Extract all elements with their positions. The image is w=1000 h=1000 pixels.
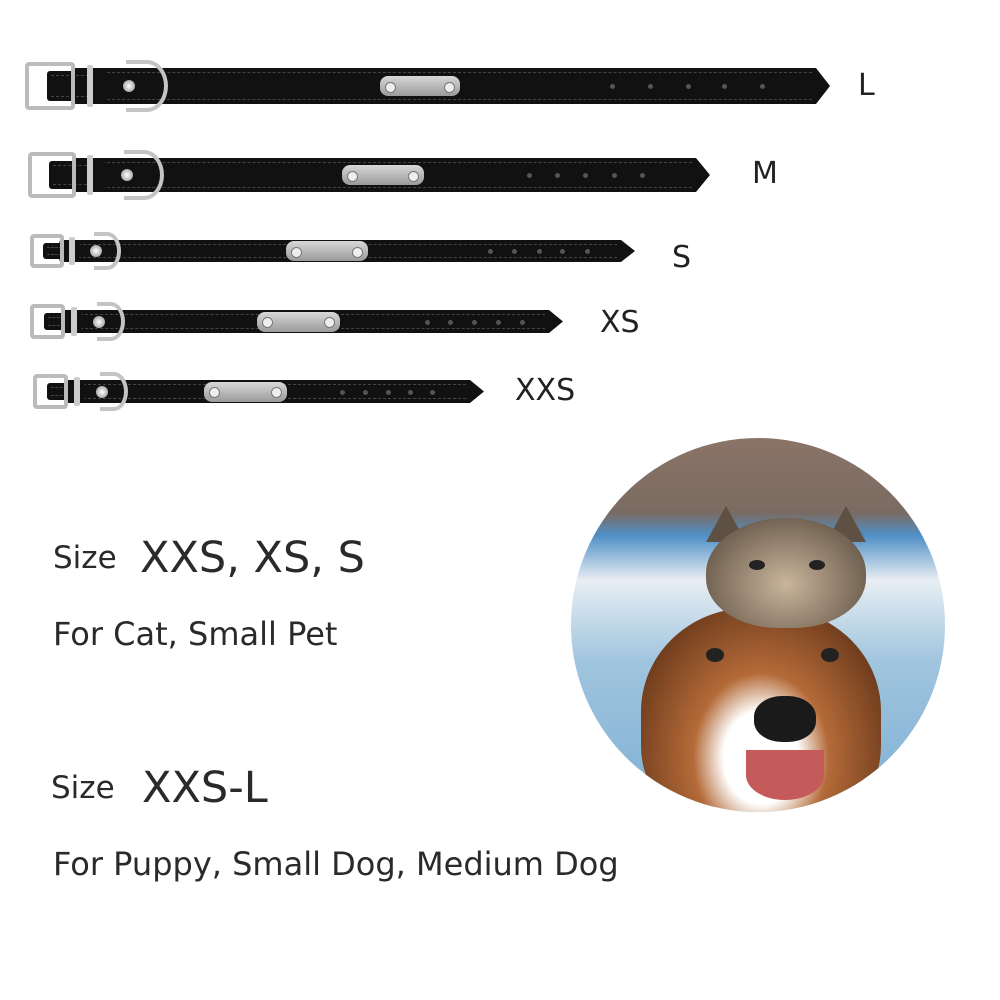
name-plate [380, 76, 460, 96]
cat-image [706, 518, 866, 628]
size-label-m: M [752, 156, 778, 191]
adjustment-hole [610, 84, 615, 89]
keeper-loop [71, 307, 78, 336]
collar-buckle-end [47, 71, 107, 101]
size-label-s: S [672, 240, 692, 275]
adjustment-hole [386, 389, 391, 395]
adjustment-hole [760, 84, 765, 89]
adjustment-hole [585, 249, 590, 254]
d-ring-icon [99, 372, 128, 411]
rivet [120, 169, 133, 181]
keeper-loop [69, 237, 76, 265]
group1-for: For Cat, Small Pet [53, 615, 338, 653]
d-ring-icon [96, 302, 125, 341]
name-plate [342, 165, 424, 185]
adjustment-hole [425, 319, 430, 325]
adjustment-hole [512, 249, 517, 254]
group1-sizes: XXS, XS, S [140, 533, 365, 583]
d-ring-icon [126, 60, 168, 112]
group2-sizes: XXS-L [142, 763, 268, 813]
buckle-icon [30, 234, 64, 268]
keeper-loop [87, 65, 93, 107]
buckle-icon [33, 374, 68, 409]
dog-eye [706, 648, 724, 662]
adjustment-hole [640, 173, 645, 178]
cat-on-dog-photo [571, 438, 945, 812]
group2-for: For Puppy, Small Dog, Medium Dog [53, 845, 619, 883]
adjustment-hole [555, 173, 560, 178]
cat-eye [749, 560, 765, 570]
adjustment-hole [340, 389, 345, 395]
adjustment-hole [472, 319, 477, 325]
adjustment-hole [496, 319, 501, 325]
adjustment-hole [430, 389, 435, 395]
adjustment-hole [527, 173, 532, 178]
size-label-xxs: XXS [515, 373, 576, 408]
adjustment-hole [537, 249, 542, 254]
group2-size-word: Size [51, 770, 115, 806]
adjustment-hole [560, 249, 565, 254]
name-plate [204, 381, 287, 402]
adjustment-hole [520, 319, 525, 325]
collar-buckle-end [48, 161, 106, 189]
name-plate [257, 311, 340, 332]
adjustment-hole [408, 389, 413, 395]
size-label-l: L [858, 68, 875, 103]
adjustment-hole [612, 173, 617, 178]
d-ring-icon [123, 150, 164, 200]
size-label-xs: XS [600, 305, 640, 340]
keeper-loop [74, 377, 81, 406]
rivet [95, 385, 108, 398]
keeper-loop [86, 155, 93, 195]
rivet [123, 80, 135, 92]
dog-mouth [746, 750, 824, 800]
adjustment-hole [648, 84, 653, 89]
dog-nose [754, 696, 816, 742]
cat-eye [809, 560, 825, 570]
adjustment-hole [583, 173, 588, 178]
adjustment-hole [722, 84, 727, 89]
adjustment-hole [448, 319, 453, 325]
buckle-icon [28, 152, 76, 198]
adjustment-hole [686, 84, 691, 89]
group1-size-word: Size [53, 540, 117, 576]
d-ring-icon [94, 232, 122, 270]
name-plate [286, 241, 368, 261]
dog-eye [821, 648, 839, 662]
buckle-icon [30, 304, 65, 339]
rivet [89, 245, 102, 257]
adjustment-hole [488, 249, 493, 254]
rivet [92, 315, 105, 328]
adjustment-hole [363, 389, 368, 395]
buckle-icon [25, 62, 75, 110]
